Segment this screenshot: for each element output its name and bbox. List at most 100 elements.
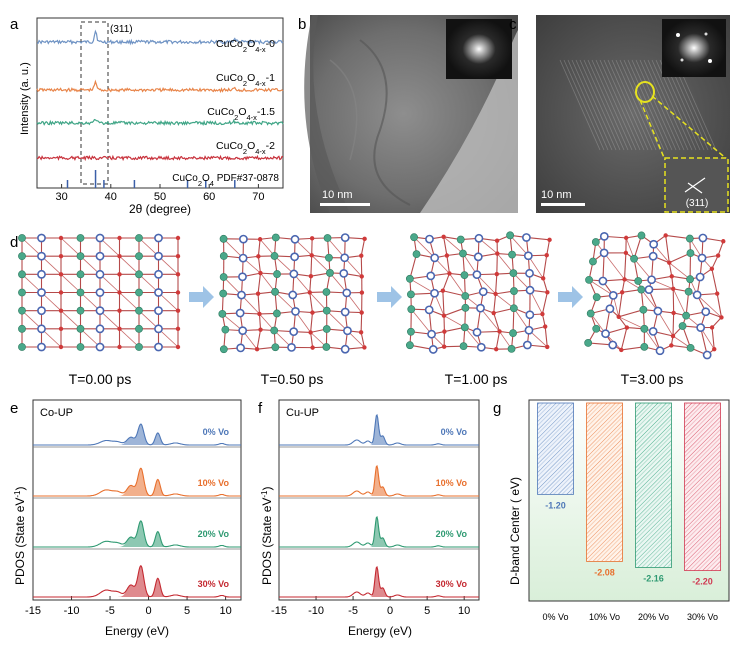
curve-label: 10% Vo [436,478,468,488]
scale-text-c: 10 nm [541,189,572,201]
atom-co [238,272,247,282]
pdos-curve [33,423,241,446]
atom-cu [640,324,649,333]
fft-inset-c [662,19,726,77]
scale-bar-c [541,203,585,206]
atom-cu [325,253,333,262]
atom-cu [507,345,516,353]
atom-co [601,329,610,339]
atom-cu [407,290,415,299]
plane-label-c: (311) [686,198,709,209]
curve-label: 0% Vo [441,427,468,437]
xrd-series-line [36,154,284,162]
curve-label: 30% Vo [198,579,230,589]
atom-o [58,253,64,259]
atom-cu [76,324,85,333]
atom-cu [270,252,279,260]
atom-cu [630,254,638,263]
pdos-curve [33,520,241,548]
atom-o [619,290,625,295]
atom-o [310,345,315,350]
atom-co [340,307,350,317]
atom-co [525,268,534,278]
atom-o [362,345,367,350]
atom-co [430,253,440,263]
panel-f-frame [278,399,480,601]
atom-o [58,308,64,313]
atom-o [58,344,64,350]
atom-o [491,310,496,316]
md-frame [584,231,726,360]
atom-cu [634,277,643,285]
atom-o [663,233,668,238]
panel-f-ylabel: PDOS (State eV-1) [260,487,275,586]
atom-cu [460,323,469,332]
atom-o [175,272,181,277]
atom-o [117,308,122,313]
md-frame [18,233,181,352]
atom-cu [271,343,280,352]
atom-co [425,234,434,244]
atom-o [709,325,715,330]
atom-co [37,251,46,261]
atom-o [624,325,630,330]
curve-label: 10% Vo [198,478,230,488]
atom-o [497,329,502,334]
atom-cu [589,257,597,266]
atom-co [647,275,656,285]
zoom-inset-c [664,157,729,213]
atom-o [669,343,674,348]
atom-o [359,290,365,295]
atom-cu [270,326,279,335]
atom-cu [584,339,593,347]
x-tick-label: -15 [271,605,287,617]
atom-co [702,350,712,360]
series-label: CuCo2O4-x-1.5 [207,106,275,122]
atom-o [256,254,261,259]
atom-o [540,311,545,317]
curve-label: 20% Vo [198,529,230,539]
atom-cu [76,270,85,279]
category-label: 0% Vo [542,612,568,622]
atom-cu [76,343,85,351]
x-tick-label: -10 [64,605,80,617]
atom-o [307,290,312,295]
atom-co [95,342,105,352]
panel-g-dband-chart: g D-band Center ( eV) -1.20 0% Vo -2.08 10%… [493,399,730,622]
atom-cu [456,235,465,244]
atom-o [493,291,498,297]
atom-cu [219,345,228,354]
atom-cu [218,309,227,318]
atom-cu [639,305,648,314]
atom-o [714,291,720,296]
atom-o [117,272,122,277]
curve-label: 0% Vo [203,427,230,437]
atom-o [709,266,715,272]
atom-co [649,239,659,249]
atom-co [599,248,609,258]
atom-o [669,274,674,279]
atom-cu [76,252,85,261]
atom-cu [18,343,26,351]
atom-cu [640,342,649,351]
atom-o [671,286,676,292]
atom-o [494,346,499,352]
atom-cu [135,252,143,261]
atom-cu [18,234,26,242]
xrd-series-line [36,118,284,127]
atom-o [255,291,261,296]
atom-co [291,306,300,316]
atom-cu [509,304,518,313]
atom-o [175,290,181,295]
atom-cu [322,325,331,333]
curve-label: 20% Vo [436,529,468,539]
x-tick-label: -15 [25,605,41,617]
atom-o [309,236,315,241]
x-tick-label: 60 [203,191,215,203]
x-tick-label: 30 [55,191,67,203]
bar-value-label: -2.08 [594,567,615,577]
atom-cu [135,324,143,333]
curve-label: 30% Vo [436,579,468,589]
panel-d-arrows [189,286,583,308]
atom-co [290,234,300,244]
